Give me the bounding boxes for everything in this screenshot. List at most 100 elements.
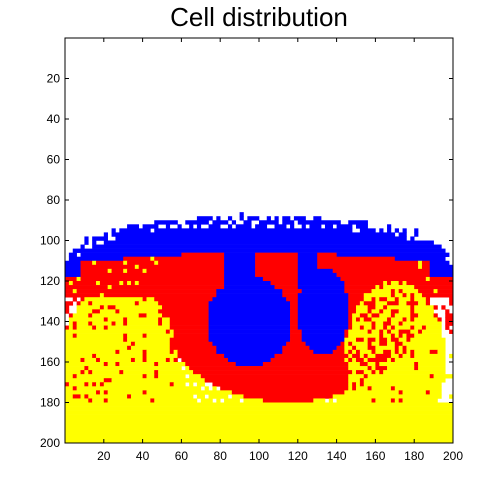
cell-block: [259, 220, 279, 225]
cell-block: [383, 309, 392, 314]
cell-block: [387, 366, 415, 371]
cell-block: [332, 394, 442, 399]
cell-block: [65, 260, 81, 266]
cell-block: [383, 305, 388, 310]
cell-block: [356, 224, 368, 229]
cell-block: [344, 337, 357, 343]
cell-block: [418, 313, 434, 318]
cell-block: [383, 281, 388, 286]
cell-block: [216, 398, 221, 403]
cell-block: [173, 329, 209, 334]
cell-block: [363, 325, 372, 330]
cell-block: [76, 305, 101, 310]
cell-block: [65, 268, 81, 274]
cell-block: [99, 309, 116, 314]
cell-block: [115, 309, 120, 314]
cell-block: [65, 357, 81, 363]
cell-block: [317, 264, 419, 270]
cell-block: [134, 264, 140, 270]
y-tick-label: 160: [40, 355, 60, 369]
cell-block: [367, 386, 372, 391]
cell-block: [134, 281, 140, 286]
cell-block: [224, 264, 256, 270]
cell-block: [410, 317, 415, 322]
cell-block: [375, 297, 380, 302]
cell-block: [336, 398, 372, 403]
cell-block: [142, 353, 147, 359]
cell-block: [383, 349, 392, 355]
cell-block: [84, 297, 143, 302]
cell-block: [394, 398, 399, 403]
cell-block: [96, 353, 143, 359]
cell-block: [375, 325, 384, 330]
cell-block: [65, 333, 74, 338]
cell-block: [348, 297, 365, 302]
cell-block: [127, 321, 159, 326]
cell-block: [243, 220, 252, 225]
cell-block: [297, 293, 349, 298]
cell-block: [76, 301, 81, 306]
cell-block: [297, 305, 349, 310]
cell-block: [352, 345, 357, 351]
x-tick-label: 80: [214, 449, 228, 463]
cell-block: [80, 301, 89, 306]
cell-block: [88, 313, 93, 318]
cell-block: [402, 398, 438, 403]
cell-block: [348, 309, 357, 314]
cell-block: [65, 370, 81, 375]
y-tick-label: 120: [40, 274, 60, 288]
cell-block: [111, 321, 116, 326]
x-tick-label: 140: [327, 449, 347, 463]
cell-block: [158, 374, 186, 379]
cell-block: [348, 333, 380, 338]
cell-block: [169, 382, 174, 387]
cell-block: [65, 410, 454, 415]
cell-block: [344, 349, 349, 355]
cell-block: [352, 370, 357, 375]
cell-block: [375, 285, 380, 290]
cell-block: [138, 301, 159, 306]
cell-block: [208, 394, 229, 399]
cell-block: [103, 390, 108, 395]
cell-block: [313, 216, 322, 221]
cell-block: [165, 224, 171, 229]
cell-block: [216, 349, 283, 355]
cell-block: [142, 297, 147, 302]
cell-block: [80, 252, 182, 257]
cell-block: [286, 341, 306, 347]
cell-block: [173, 357, 178, 363]
cell-block: [68, 325, 74, 330]
cell-block: [348, 220, 368, 225]
cell-block: [111, 268, 124, 274]
cell-block: [425, 301, 431, 306]
cell-block: [394, 341, 403, 347]
cell-block: [445, 321, 454, 326]
cell-block: [65, 276, 77, 282]
cell-block: [72, 333, 77, 338]
cell-block: [449, 329, 454, 334]
cell-block: [127, 224, 140, 229]
cell-block: [297, 317, 349, 322]
cell-block: [429, 374, 434, 379]
cell-block: [103, 362, 108, 367]
cell-block: [359, 325, 365, 330]
cell-block: [297, 301, 349, 306]
cell-block: [429, 390, 442, 395]
cell-block: [340, 276, 427, 282]
cell-block: [212, 220, 229, 225]
cell-block: [270, 281, 299, 286]
cell-block: [65, 414, 454, 419]
cell-block: [107, 268, 112, 274]
cell-block: [390, 309, 399, 314]
cell-block: [414, 228, 419, 233]
cell-block: [359, 378, 365, 383]
cell-block: [449, 301, 454, 306]
cell-block: [142, 268, 147, 274]
cell-block: [336, 252, 450, 257]
cell-block: [231, 394, 244, 399]
cell-block: [169, 317, 209, 322]
cell-block: [297, 313, 349, 318]
cell-block: [123, 337, 128, 343]
cell-block: [398, 281, 403, 286]
